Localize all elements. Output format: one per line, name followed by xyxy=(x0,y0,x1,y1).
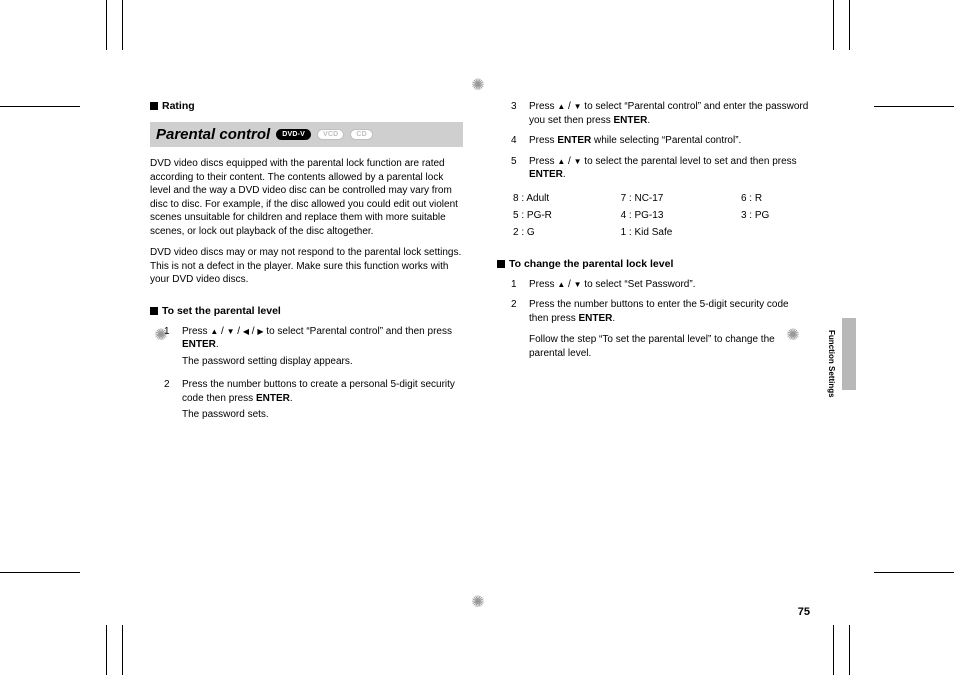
step-item: 4 Press ENTER while selecting “Parental … xyxy=(511,134,810,148)
crop-mark xyxy=(874,572,954,573)
step-number: 5 xyxy=(511,155,521,182)
left-column: Rating Parental control DVD-V VCD CD DVD… xyxy=(150,100,463,432)
crop-mark xyxy=(106,625,107,675)
step-note: Follow the step “To set the parental lev… xyxy=(529,333,810,360)
step-number: 1 xyxy=(511,278,521,292)
step-body: Press ENTER while selecting “Parental co… xyxy=(529,134,810,148)
badge-cd: CD xyxy=(350,129,373,140)
step-body: Press ▲ / ▼ to select the parental level… xyxy=(529,155,810,182)
step-note: The password sets. xyxy=(182,408,463,422)
crop-mark xyxy=(833,625,834,675)
rating-level-table: 8 : Adult 7 : NC-17 6 : R 5 : PG-R 4 : P… xyxy=(513,193,810,238)
step-item: 1 Press ▲ / ▼ to select “Set Password”. xyxy=(511,278,810,292)
rating-cell: 4 : PG-13 xyxy=(621,210,713,221)
square-bullet-icon xyxy=(150,307,158,315)
side-tab xyxy=(842,318,856,390)
steps-change-level: 1 Press ▲ / ▼ to select “Set Password”. … xyxy=(497,278,810,371)
step-item: 5 Press ▲ / ▼ to select the parental lev… xyxy=(511,155,810,182)
rating-cell: 6 : R xyxy=(741,193,810,204)
step-body: Press ▲ / ▼ / ◀ / ▶ to select “Parental … xyxy=(182,325,463,372)
square-bullet-icon xyxy=(497,260,505,268)
step-body: Press ▲ / ▼ to select “Set Password”. xyxy=(529,278,810,292)
step-body: Press ▲ / ▼ to select “Parental control”… xyxy=(529,100,810,127)
step-number: 4 xyxy=(511,134,521,148)
crop-mark xyxy=(833,0,834,50)
rating-cell: 5 : PG-R xyxy=(513,210,593,221)
down-arrow-icon: ▼ xyxy=(574,157,582,168)
bar-title: Parental control xyxy=(156,126,270,143)
crop-mark xyxy=(122,0,123,50)
rating-cell: 7 : NC-17 xyxy=(621,193,713,204)
heading-text: To change the parental lock level xyxy=(509,258,673,270)
right-column: 3 Press ▲ / ▼ to select “Parental contro… xyxy=(497,100,810,432)
step-number: 2 xyxy=(511,298,521,363)
step-number: 1 xyxy=(164,325,174,372)
paragraph: DVD video discs equipped with the parent… xyxy=(150,157,463,238)
down-arrow-icon: ▼ xyxy=(574,102,582,113)
title-bar: Parental control DVD-V VCD CD xyxy=(150,122,463,147)
heading-text: To set the parental level xyxy=(162,305,281,317)
subheading-change-level: To change the parental lock level xyxy=(497,258,810,270)
subheading-set-level: To set the parental level xyxy=(150,305,463,317)
crop-mark xyxy=(849,0,850,50)
steps-set-level-cont: 3 Press ▲ / ▼ to select “Parental contro… xyxy=(497,100,810,189)
down-arrow-icon: ▼ xyxy=(574,280,582,291)
rating-cell: 8 : Adult xyxy=(513,193,593,204)
registration-mark-icon: ✺ xyxy=(469,593,487,611)
rating-cell: 1 : Kid Safe xyxy=(621,227,713,238)
registration-mark-icon: ✺ xyxy=(469,76,487,94)
crop-mark xyxy=(106,0,107,50)
steps-set-level: 1 Press ▲ / ▼ / ◀ / ▶ to select “Parenta… xyxy=(150,325,463,432)
step-item: 1 Press ▲ / ▼ / ◀ / ▶ to select “Parenta… xyxy=(164,325,463,372)
paragraph: DVD video discs may or may not respond t… xyxy=(150,246,463,287)
crop-mark xyxy=(0,106,80,107)
down-arrow-icon: ▼ xyxy=(227,327,235,338)
step-item: 3 Press ▲ / ▼ to select “Parental contro… xyxy=(511,100,810,127)
rating-cell: 3 : PG xyxy=(741,210,810,221)
step-number: 3 xyxy=(511,100,521,127)
rating-cell: 2 : G xyxy=(513,227,593,238)
badge-dvd-v: DVD-V xyxy=(276,129,311,140)
section-side-label: Function Settings xyxy=(827,330,836,398)
page-number: 75 xyxy=(798,606,810,618)
square-bullet-icon xyxy=(150,102,158,110)
rating-cell xyxy=(741,227,810,238)
crop-mark xyxy=(874,106,954,107)
step-item: 2 Press the number buttons to enter the … xyxy=(511,298,810,363)
heading-text: Rating xyxy=(162,100,195,112)
step-item: 2 Press the number buttons to create a p… xyxy=(164,378,463,425)
step-number: 2 xyxy=(164,378,174,425)
step-body: Press the number buttons to create a per… xyxy=(182,378,463,425)
section-heading-rating: Rating xyxy=(150,100,463,112)
badge-vcd: VCD xyxy=(317,129,344,140)
step-body: Press the number buttons to enter the 5-… xyxy=(529,298,810,363)
step-note: The password setting display appears. xyxy=(182,355,463,369)
crop-mark xyxy=(0,572,80,573)
crop-mark xyxy=(849,625,850,675)
page-content: Function Settings Rating Parental contro… xyxy=(150,100,810,580)
crop-mark xyxy=(122,625,123,675)
